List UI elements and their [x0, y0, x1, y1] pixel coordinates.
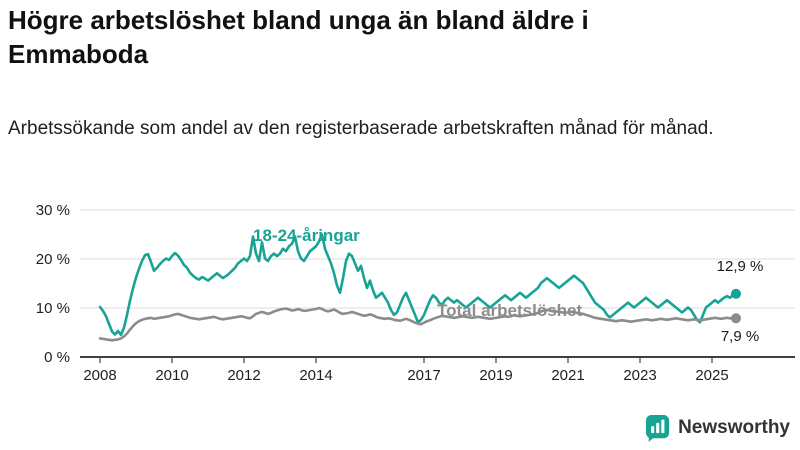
svg-text:2014: 2014 — [299, 367, 332, 384]
svg-text:30 %: 30 % — [36, 202, 70, 219]
series-label-youth: 18-24-åringar — [253, 226, 360, 245]
svg-text:2010: 2010 — [155, 367, 188, 384]
chart-area: 0 % 10 % 20 % 30 % 2008 2010 2012 2014 2017 2019 2… — [0, 192, 800, 407]
svg-text:2012: 2012 — [227, 367, 260, 384]
svg-text:2019: 2019 — [479, 367, 512, 384]
series-label-total: Total arbetslöshet — [437, 301, 583, 320]
svg-text:0 %: 0 % — [44, 349, 70, 366]
end-value-youth: 12,9 % — [716, 258, 764, 275]
chart-subtitle: Arbetssökande som andel av den registerb… — [8, 118, 714, 139]
svg-text:10 %: 10 % — [36, 300, 70, 317]
svg-text:2008: 2008 — [83, 367, 116, 384]
chart-title: Högre arbetslöshet bland unga än bland ä… — [8, 5, 589, 69]
chart-canvas: 0 % 10 % 20 % 30 % 2008 2010 2012 2014 2017 2019 2… — [36, 202, 795, 384]
svg-text:2017: 2017 — [407, 367, 440, 384]
newsworthy-icon — [646, 415, 670, 442]
svg-text:2021: 2021 — [551, 367, 584, 384]
svg-text:2025: 2025 — [695, 367, 728, 384]
svg-text:2023: 2023 — [623, 367, 656, 384]
end-value-total: 7,9 % — [720, 328, 760, 345]
brand-name: Newsworthy — [678, 417, 790, 438]
svg-text:20 %: 20 % — [36, 251, 70, 268]
newsworthy-logo[interactable]: Newsworthy — [645, 414, 790, 442]
